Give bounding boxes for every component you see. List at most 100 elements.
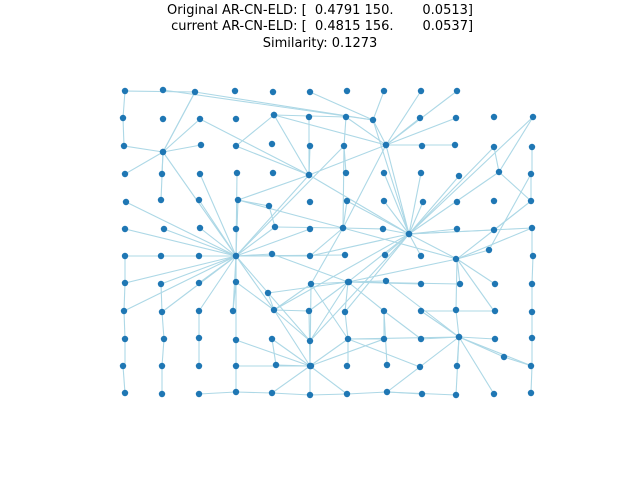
graph-node	[232, 362, 240, 370]
graph-edge	[271, 338, 277, 366]
graph-node	[500, 353, 508, 361]
graph-edge	[161, 311, 165, 340]
graph-node	[272, 361, 280, 369]
graph-edge	[309, 393, 348, 396]
graph-edge	[235, 255, 311, 342]
graph-node	[416, 114, 424, 122]
graph-node	[528, 224, 536, 232]
graph-node	[305, 307, 313, 315]
graph-node	[270, 306, 278, 314]
graph-node	[197, 141, 205, 149]
graph-edge	[382, 228, 410, 235]
graph-node	[491, 335, 499, 343]
graph-node	[452, 114, 460, 122]
graph-node	[383, 388, 391, 396]
graph-node	[527, 389, 535, 397]
graph-node	[417, 252, 425, 260]
graph-edge	[455, 309, 460, 338]
graph-node	[527, 197, 535, 205]
graph-node	[157, 252, 165, 260]
graph-node	[452, 391, 460, 399]
graph-node	[196, 115, 204, 123]
graph-edge	[124, 255, 237, 284]
graph-node	[268, 389, 276, 397]
graph-node	[191, 88, 199, 96]
graph-edge	[273, 309, 311, 367]
graph-node	[383, 361, 391, 369]
graph-edge	[458, 336, 495, 395]
graph-edge	[458, 336, 496, 340]
graph-edge	[235, 145, 345, 257]
nodes-group	[119, 86, 537, 399]
graph-node	[158, 170, 166, 178]
graph-node	[306, 198, 314, 206]
graph-node	[196, 224, 204, 232]
graph-edge	[198, 391, 237, 395]
graph-edge	[235, 281, 275, 311]
graph-edge	[235, 114, 275, 147]
graph-edge	[124, 90, 196, 93]
graph-node	[268, 335, 276, 343]
graph-node	[232, 336, 240, 344]
graph-edge	[347, 281, 385, 312]
graph-node	[529, 252, 537, 260]
graph-node	[341, 251, 349, 259]
graph-node	[119, 114, 127, 122]
graph-node	[417, 307, 425, 315]
graph-node	[232, 388, 240, 396]
graph-edge	[345, 116, 387, 146]
graph-edge	[235, 145, 310, 176]
graph-node	[232, 115, 240, 123]
graph-node	[341, 308, 349, 316]
graph-edge	[408, 233, 422, 257]
graph-edge	[160, 255, 237, 285]
graph-edge	[309, 338, 385, 367]
graph-edge	[162, 151, 237, 257]
graph-edge	[308, 174, 410, 235]
graph-node	[343, 197, 351, 205]
graph-node	[196, 170, 204, 178]
graph-node	[233, 169, 241, 177]
graph-edge	[342, 144, 387, 229]
graph-node	[453, 225, 461, 233]
graph-node	[157, 196, 165, 204]
graph-edge	[372, 119, 410, 235]
graph-edge	[503, 356, 533, 367]
graph-node	[380, 169, 388, 177]
graph-node	[159, 86, 167, 94]
graph-edge	[344, 311, 349, 340]
graph-edge	[342, 145, 345, 229]
graph-edge	[347, 281, 461, 285]
graph-node	[159, 115, 167, 123]
graph-node	[271, 223, 279, 231]
edges-group	[122, 89, 534, 396]
graph-edge	[498, 116, 534, 173]
graph-node	[380, 335, 388, 343]
graph-edge	[408, 227, 533, 235]
graph-edge	[273, 114, 310, 176]
graph-edge	[273, 114, 387, 146]
graph-node	[529, 113, 537, 121]
graph-edge	[160, 283, 163, 313]
graph-edge	[162, 144, 202, 153]
graph-node	[305, 171, 313, 179]
graph-node	[419, 198, 427, 206]
graph-edge	[309, 91, 374, 121]
graph-edge	[408, 201, 424, 235]
graph-edge	[123, 282, 126, 312]
graph-node	[416, 363, 424, 371]
graph-node	[307, 280, 315, 288]
graph-node	[306, 337, 314, 345]
graph-edge	[122, 365, 126, 394]
graph-node	[265, 202, 273, 210]
graph-node	[232, 252, 240, 260]
graph-node	[418, 142, 426, 150]
graph-edge	[273, 309, 310, 312]
graph-edge	[408, 233, 458, 260]
graph-edge	[530, 365, 533, 394]
graph-node	[306, 252, 314, 260]
graph-edge	[385, 144, 410, 235]
graph-node	[343, 390, 351, 398]
graph-node	[485, 246, 493, 254]
